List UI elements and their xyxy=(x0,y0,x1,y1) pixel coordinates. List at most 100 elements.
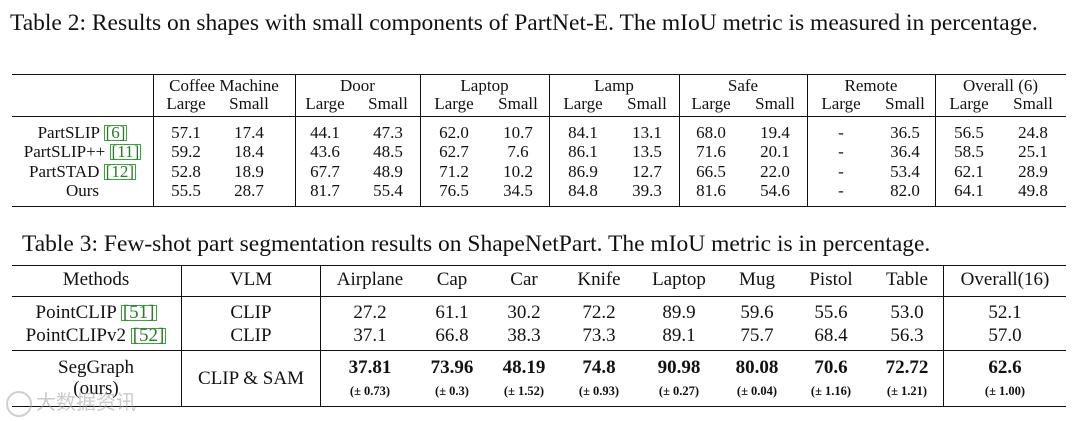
table2-category-header: Door xyxy=(340,76,375,95)
table3-bottom-rule xyxy=(12,406,1066,408)
table2-value-cell: 10.7 xyxy=(503,123,533,142)
table2-value-cell: 55.5 xyxy=(171,181,201,200)
table2-value-cell: 84.1 xyxy=(568,123,598,142)
table2-value-cell: - xyxy=(838,181,844,200)
table2-value-cell: 19.4 xyxy=(760,123,790,142)
table3-ours-vlm: CLIP & SAM xyxy=(198,368,304,389)
table3-method-cell: PointCLIP [51] xyxy=(12,302,180,324)
table2-top-rule xyxy=(12,74,1066,76)
table3-value-cell: 73.3 xyxy=(582,325,616,346)
citation-link[interactable]: [6] xyxy=(103,123,128,142)
watermark: 大数据资讯 xyxy=(6,386,136,417)
table3-ours-value: 74.8 xyxy=(582,357,616,378)
table2-value-cell: 39.3 xyxy=(632,181,662,200)
table2-bottom-rule xyxy=(12,206,1066,208)
table2-subheader: Small xyxy=(498,94,538,113)
table3-value-cell: 52.1 xyxy=(988,302,1022,323)
table2-category-header: Remote xyxy=(844,76,898,95)
table2-subheader: Small xyxy=(229,94,269,113)
table3-ours-value: 62.6 xyxy=(988,357,1022,378)
method-name: PartSLIP xyxy=(37,123,100,142)
citation-link[interactable]: [12] xyxy=(103,162,136,181)
table2-vline xyxy=(807,74,808,206)
table2-subheader: Large xyxy=(821,94,861,113)
citation-link[interactable]: [52] xyxy=(130,325,167,346)
citation-link[interactable]: [11] xyxy=(109,142,142,161)
method-name: PartSTAD xyxy=(28,162,100,181)
table2-method-cell: Ours xyxy=(12,181,153,200)
table3-value-cell: 66.8 xyxy=(435,325,469,346)
table2-method-cell: PartSLIP [6] xyxy=(12,123,153,142)
table2-value-cell: 53.4 xyxy=(890,162,920,181)
table2-vline xyxy=(420,74,421,206)
table2-value-cell: 44.1 xyxy=(310,123,340,142)
table3-vlm-cell: CLIP xyxy=(230,325,272,346)
table3-header-cell: Pistol xyxy=(809,269,853,290)
table3-top-rule xyxy=(12,265,1066,267)
table2-mid-rule xyxy=(12,116,1066,117)
table2-category-header: Laptop xyxy=(460,76,509,95)
table2-value-cell: 43.6 xyxy=(310,142,340,161)
table2-value-cell: 84.8 xyxy=(568,181,598,200)
table2-value-cell: 18.4 xyxy=(234,142,264,161)
table3-header-cell: Mug xyxy=(739,269,775,290)
table2-subheader: Large xyxy=(166,94,206,113)
table3-header-cell: Car xyxy=(510,269,538,290)
table2-subheader: Large xyxy=(434,94,474,113)
table2-value-cell: 28.7 xyxy=(234,181,264,200)
table3-value-cell: 27.2 xyxy=(353,302,387,323)
table3-header-cell: Airplane xyxy=(336,269,404,290)
table3-ours-value: 72.72 xyxy=(885,357,929,378)
table3-value-cell: 59.6 xyxy=(740,302,774,323)
table3-ours-value: 80.08 xyxy=(735,357,779,378)
table2-value-cell: 66.5 xyxy=(696,162,726,181)
table2-value-cell: 62.7 xyxy=(439,142,469,161)
table2-value-cell: 20.1 xyxy=(760,142,790,161)
table2-value-cell: 67.7 xyxy=(310,162,340,181)
table2-value-cell: 10.2 xyxy=(503,162,533,181)
table3-ours-std: (± 1.21) xyxy=(886,384,928,398)
table3-header-cell: Laptop xyxy=(652,269,706,290)
table2-subheader: Small xyxy=(1013,94,1053,113)
table3-header-cell: Overall(16) xyxy=(960,269,1050,290)
citation-link[interactable]: [51] xyxy=(120,302,157,323)
table2-value-cell: 82.0 xyxy=(890,181,920,200)
table2-value-cell: - xyxy=(838,123,844,142)
table2-subheader: Small xyxy=(368,94,408,113)
table3-value-cell: 89.1 xyxy=(662,325,696,346)
table2-value-cell: 64.1 xyxy=(954,181,984,200)
watermark-logo-icon xyxy=(6,390,32,417)
table2-subheader: Large xyxy=(691,94,731,113)
table2-caption: Table 2: Results on shapes with small co… xyxy=(10,10,1038,36)
table2-method-cell: PartSLIP++ [11] xyxy=(12,142,153,161)
table2-category-header: Overall (6) xyxy=(962,76,1039,95)
table3-value-cell: 56.3 xyxy=(890,325,924,346)
table3-ours-method-note: (ours) xyxy=(73,378,119,399)
watermark-text: 大数据资讯 xyxy=(36,390,136,414)
table3-value-cell: 68.4 xyxy=(814,325,848,346)
method-name: PointCLIPv2 xyxy=(25,325,126,346)
table2-subheader: Large xyxy=(949,94,989,113)
table3-vlm-cell: CLIP xyxy=(230,302,272,323)
table2-value-cell: 62.0 xyxy=(439,123,469,142)
table3-header-cell: Knife xyxy=(577,269,621,290)
table3-value-cell: 57.0 xyxy=(988,325,1022,346)
table3-mid-rule-2 xyxy=(12,350,1066,351)
table3-value-cell: 37.1 xyxy=(353,325,387,346)
table3-header-cell: VLM xyxy=(229,269,273,290)
table2-value-cell: 48.5 xyxy=(373,142,403,161)
table3-vline xyxy=(320,265,321,406)
table3-value-cell: 53.0 xyxy=(890,302,924,323)
table2-value-cell: 13.5 xyxy=(632,142,662,161)
table2-value-cell: 71.2 xyxy=(439,162,469,181)
table3-value-cell: 61.1 xyxy=(435,302,469,323)
table2-vline xyxy=(935,74,936,206)
table2-value-cell: 18.9 xyxy=(234,162,264,181)
table3-ours-std: (± 1.16) xyxy=(810,384,852,398)
table2-value-cell: 36.5 xyxy=(890,123,920,142)
table2-value-cell: 17.4 xyxy=(234,123,264,142)
table3-ours-value: 73.96 xyxy=(430,357,474,378)
table2-subheader: Small xyxy=(627,94,667,113)
table2-value-cell: 58.5 xyxy=(954,142,984,161)
table3-value-cell: 72.2 xyxy=(582,302,616,323)
